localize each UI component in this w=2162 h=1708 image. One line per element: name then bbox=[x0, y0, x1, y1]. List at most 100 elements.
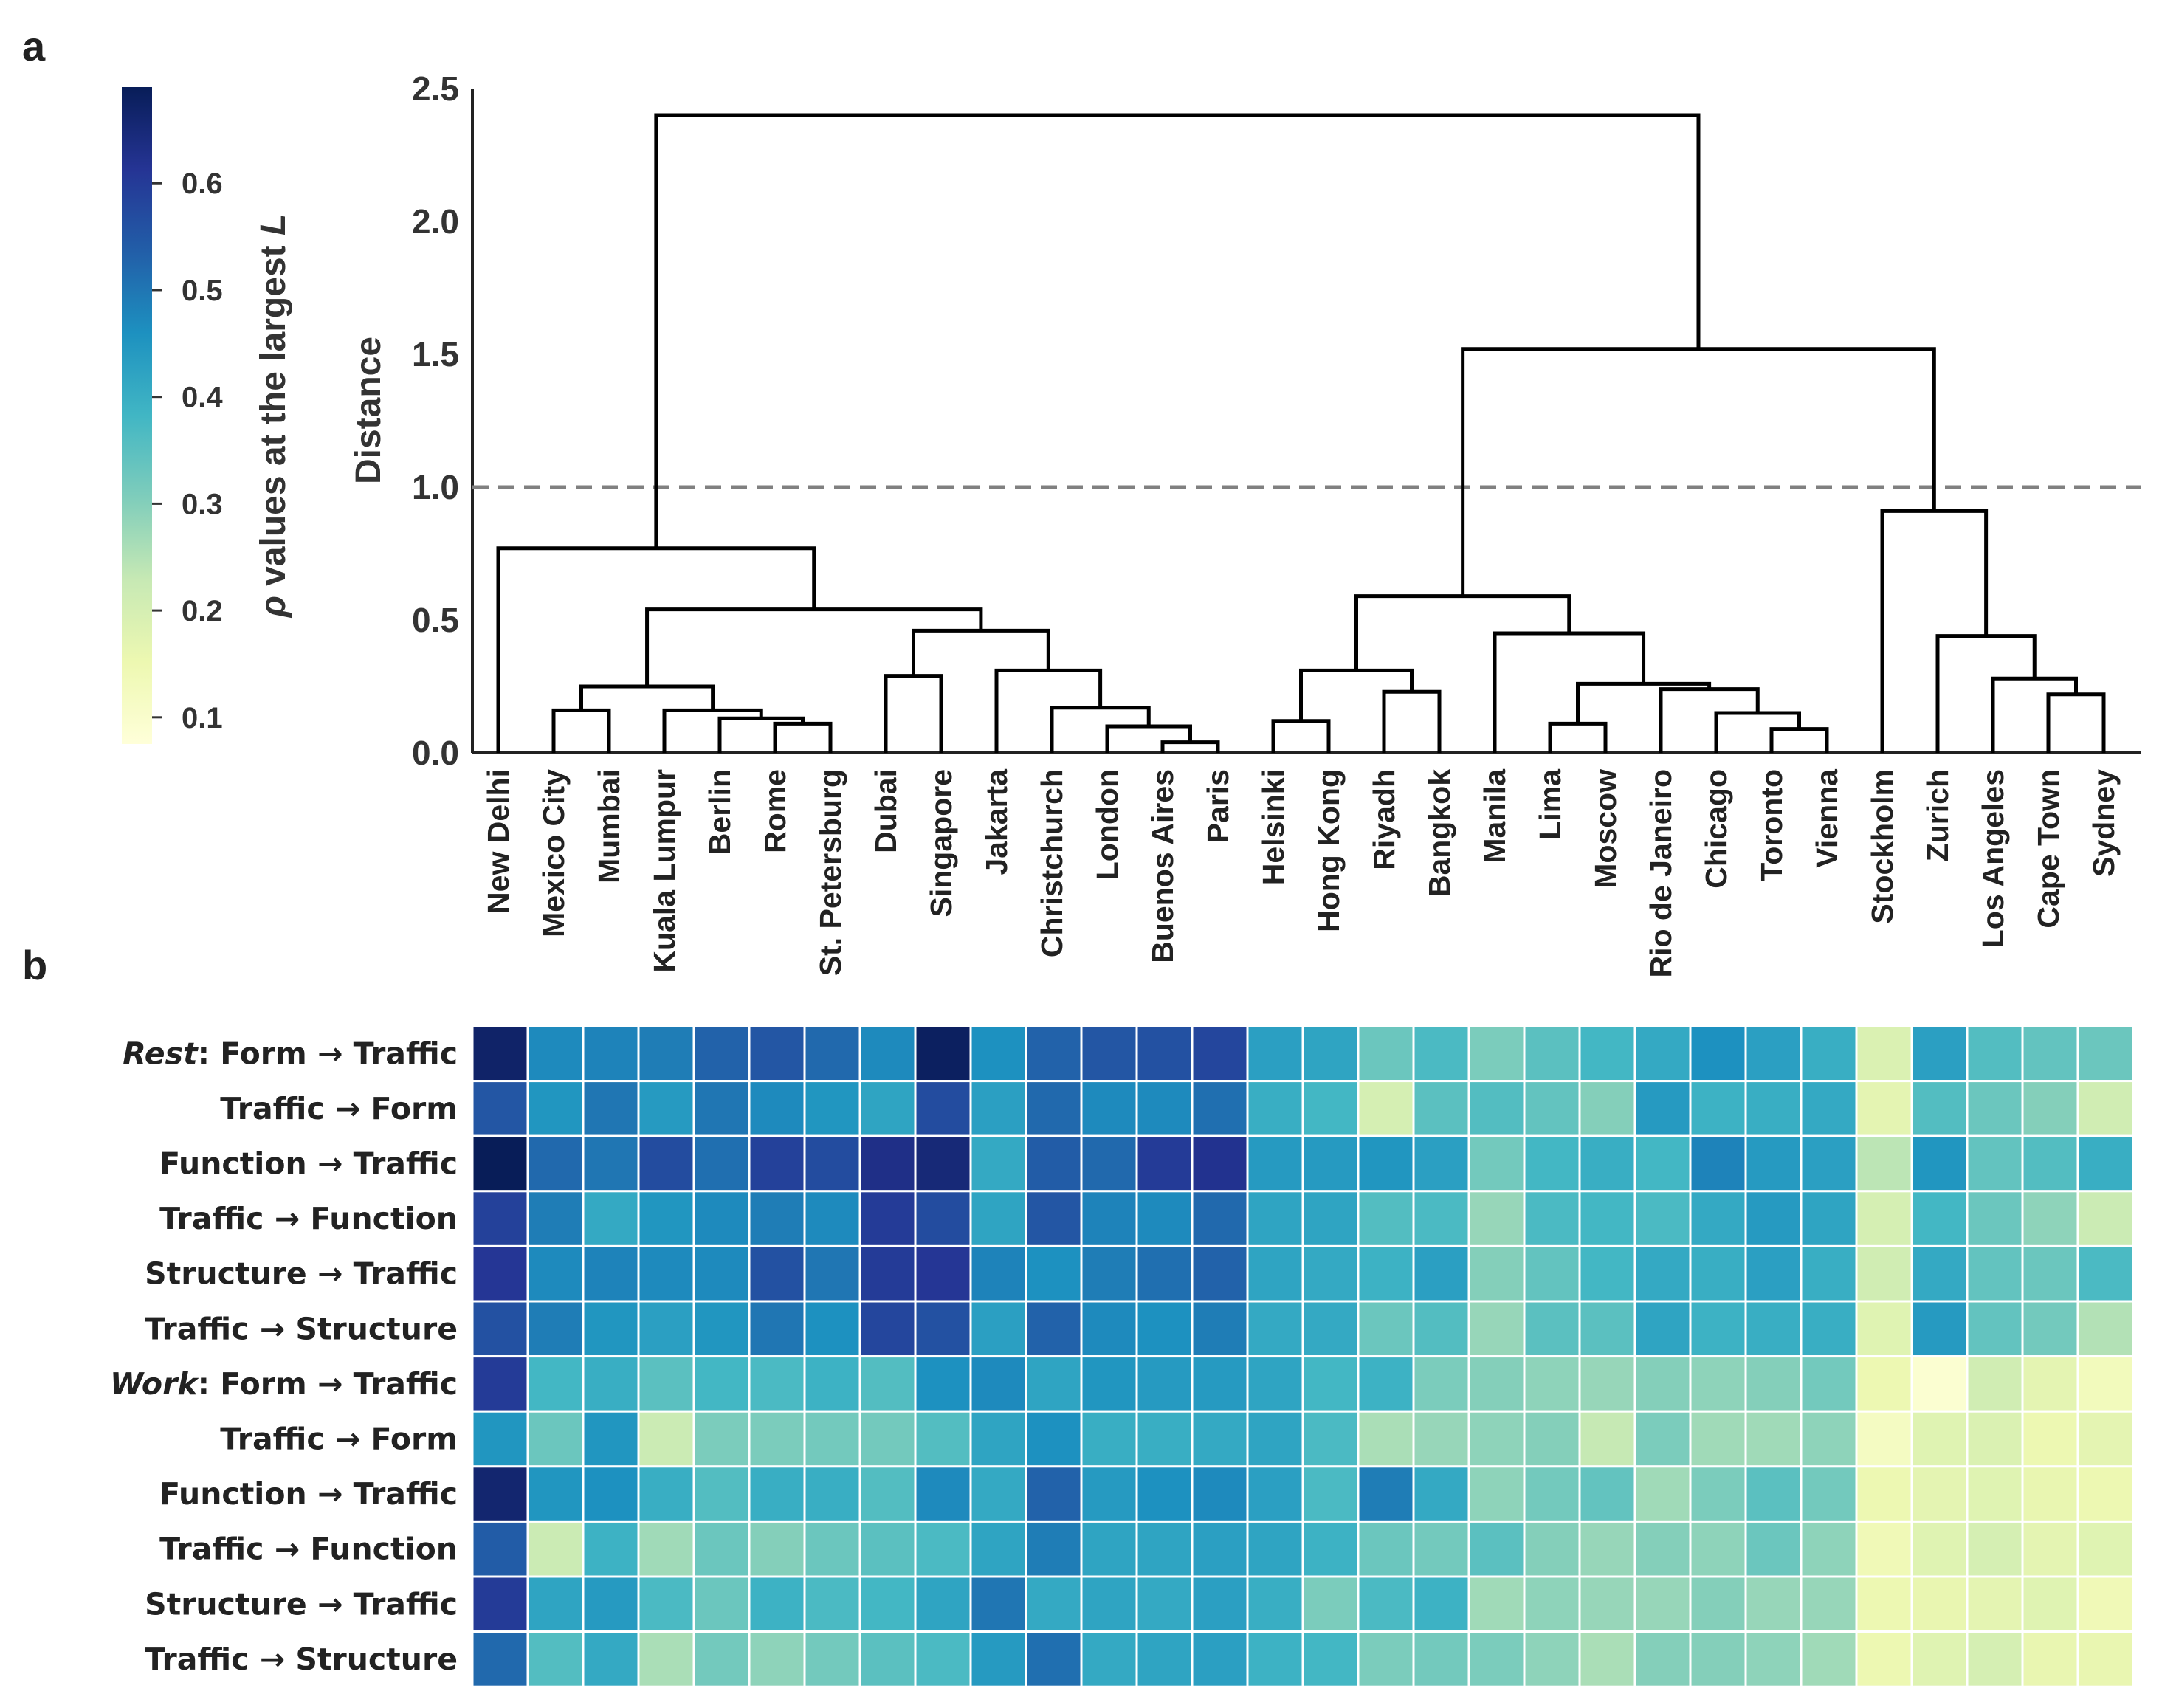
heatmap-cell bbox=[1744, 1465, 1803, 1523]
heatmap-cell bbox=[2076, 1355, 2135, 1413]
heatmap-cell bbox=[471, 1080, 529, 1137]
heatmap-cell bbox=[748, 1190, 806, 1247]
heatmap-cell bbox=[2021, 1355, 2079, 1413]
heatmap-cell bbox=[858, 1025, 917, 1083]
heatmap-cell bbox=[803, 1465, 861, 1523]
heatmap-cell bbox=[1135, 1465, 1194, 1523]
heatmap-cell bbox=[1910, 1134, 1969, 1193]
heatmap-cell bbox=[969, 1300, 1027, 1358]
heatmap-cell bbox=[1523, 1190, 1581, 1247]
dendrogram-y-label: Distance bbox=[349, 337, 388, 484]
heatmap-cell bbox=[803, 1080, 861, 1137]
heatmap-cell bbox=[1855, 1410, 1913, 1468]
heatmap: Rest: Form → Traffic Traffic → Form Functi… bbox=[110, 1025, 2135, 1688]
heatmap-cell bbox=[1025, 1465, 1083, 1523]
heatmap-cell bbox=[1744, 1355, 1803, 1413]
heatmap-cell bbox=[2076, 1134, 2135, 1193]
heatmap-cell bbox=[2076, 1300, 2135, 1358]
heatmap-cell bbox=[582, 1134, 640, 1193]
heatmap-cell bbox=[1080, 1025, 1138, 1083]
heatmap-cell bbox=[1246, 1465, 1304, 1523]
heatmap-cell bbox=[2021, 1300, 2079, 1358]
heatmap-cell bbox=[1910, 1575, 1969, 1633]
heatmap-cell bbox=[858, 1300, 917, 1358]
heatmap-cell bbox=[748, 1410, 806, 1468]
heatmap-cell bbox=[2076, 1025, 2135, 1083]
heatmap-cell bbox=[969, 1630, 1027, 1688]
heatmap-row-label: Traffic → Function bbox=[159, 1201, 458, 1236]
heatmap-cell bbox=[858, 1190, 917, 1247]
heatmap-cell bbox=[748, 1300, 806, 1358]
heatmap-cell bbox=[969, 1134, 1027, 1193]
heatmap-cell bbox=[1855, 1025, 1913, 1083]
heatmap-cell bbox=[1800, 1190, 1858, 1247]
heatmap-cell bbox=[914, 1410, 972, 1468]
heatmap-cell bbox=[1800, 1630, 1858, 1688]
heatmap-cell bbox=[2076, 1244, 2135, 1303]
heatmap-cell bbox=[1744, 1080, 1803, 1137]
heatmap-cell bbox=[1578, 1190, 1636, 1247]
heatmap-cell bbox=[1855, 1355, 1913, 1413]
heatmap-cell bbox=[1080, 1080, 1138, 1137]
heatmap-cell bbox=[969, 1575, 1027, 1633]
heatmap-cell bbox=[1966, 1410, 2024, 1468]
heatmap-cell bbox=[471, 1300, 529, 1358]
heatmap-cell bbox=[1578, 1134, 1636, 1193]
heatmap-cell bbox=[1633, 1575, 1692, 1633]
heatmap-cell bbox=[1578, 1080, 1636, 1137]
heatmap-cell bbox=[1080, 1355, 1138, 1413]
heatmap-cell bbox=[1412, 1080, 1470, 1137]
leaf-label-new-delhi: New Delhi bbox=[481, 769, 515, 914]
colorbar-tick-label: 0.2 bbox=[182, 595, 223, 627]
row-direction-label: Structure → Traffic bbox=[145, 1586, 458, 1622]
heatmap-cell bbox=[1135, 1080, 1194, 1137]
colorbar-tick-label: 0.6 bbox=[182, 168, 223, 200]
heatmap-cell bbox=[1966, 1575, 2024, 1633]
heatmap-cell bbox=[1855, 1520, 1913, 1578]
heatmap-cell bbox=[1966, 1244, 2024, 1303]
heatmap-cell bbox=[1467, 1355, 1526, 1413]
leaf-label-sydney: Sydney bbox=[2087, 769, 2121, 877]
heatmap-cell bbox=[1246, 1025, 1304, 1083]
heatmap-cell bbox=[1025, 1575, 1083, 1633]
heatmap-cell bbox=[1025, 1190, 1083, 1247]
heatmap-cell bbox=[1689, 1025, 1747, 1083]
heatmap-cell bbox=[1744, 1520, 1803, 1578]
heatmap-cell bbox=[803, 1355, 861, 1413]
heatmap-cell bbox=[692, 1465, 751, 1523]
heatmap-cell bbox=[1467, 1300, 1526, 1358]
leaf-label-mexico-city: Mexico City bbox=[537, 769, 571, 937]
heatmap-cell bbox=[969, 1190, 1027, 1247]
heatmap-cell bbox=[1910, 1190, 1969, 1247]
heatmap-cell bbox=[1357, 1300, 1415, 1358]
leaf-label-zurich: Zurich bbox=[1921, 769, 1955, 861]
heatmap-cell bbox=[1910, 1080, 1969, 1137]
heatmap-cell bbox=[1966, 1520, 2024, 1578]
heatmap-cell bbox=[1412, 1465, 1470, 1523]
heatmap-cell bbox=[1191, 1410, 1249, 1468]
heatmap-cell bbox=[803, 1410, 861, 1468]
heatmap-cell bbox=[1135, 1630, 1194, 1688]
heatmap-cell bbox=[1966, 1465, 2024, 1523]
heatmap-cell bbox=[1523, 1465, 1581, 1523]
row-direction-label: Form → Traffic bbox=[220, 1366, 458, 1402]
heatmap-row-label: Traffic → Form bbox=[220, 1422, 458, 1457]
heatmap-cell bbox=[1080, 1244, 1138, 1303]
heatmap-cell bbox=[1412, 1190, 1470, 1247]
heatmap-cell bbox=[637, 1465, 695, 1523]
leaf-label-stockholm: Stockholm bbox=[1865, 769, 1899, 924]
heatmap-cell bbox=[969, 1520, 1027, 1578]
row-direction-label: Traffic → Function bbox=[159, 1532, 458, 1567]
heatmap-cell bbox=[1135, 1300, 1194, 1358]
heatmap-cell bbox=[1357, 1410, 1415, 1468]
colorbar-tick-label: 0.4 bbox=[182, 382, 223, 414]
dendrogram-link bbox=[1382, 689, 1442, 753]
dendrogram-y-tick: 0.0 bbox=[412, 734, 459, 772]
heatmap-cell bbox=[914, 1465, 972, 1523]
heatmap-cell bbox=[526, 1190, 585, 1247]
heatmap-cell bbox=[1800, 1134, 1858, 1193]
heatmap-cell bbox=[1135, 1575, 1194, 1633]
heatmap-row-label: Structure → Traffic bbox=[145, 1256, 458, 1292]
heatmap-cell bbox=[969, 1080, 1027, 1137]
heatmap-row-label: Traffic → Structure bbox=[145, 1311, 458, 1346]
